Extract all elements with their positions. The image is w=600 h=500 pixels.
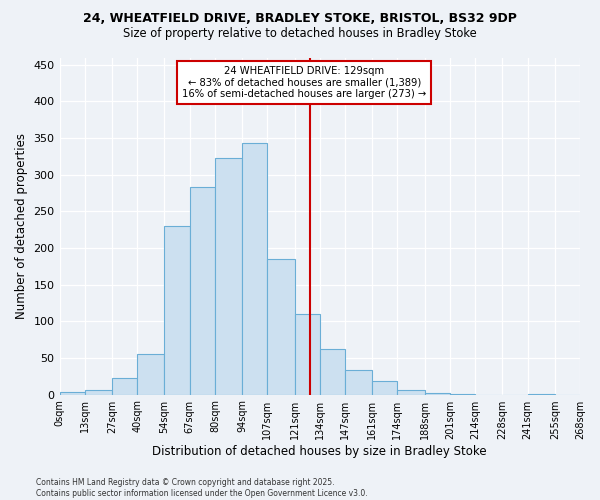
Bar xyxy=(242,142,268,394)
Text: Contains HM Land Registry data © Crown copyright and database right 2025.
Contai: Contains HM Land Registry data © Crown c… xyxy=(36,478,368,498)
Bar xyxy=(164,226,190,394)
Bar xyxy=(190,187,215,394)
Text: 24, WHEATFIELD DRIVE, BRADLEY STOKE, BRISTOL, BS32 9DP: 24, WHEATFIELD DRIVE, BRADLEY STOKE, BRI… xyxy=(83,12,517,26)
Text: 24 WHEATFIELD DRIVE: 129sqm
← 83% of detached houses are smaller (1,389)
16% of : 24 WHEATFIELD DRIVE: 129sqm ← 83% of det… xyxy=(182,66,427,100)
Text: Size of property relative to detached houses in Bradley Stoke: Size of property relative to detached ho… xyxy=(123,28,477,40)
X-axis label: Distribution of detached houses by size in Bradley Stoke: Distribution of detached houses by size … xyxy=(152,444,487,458)
Bar xyxy=(137,354,164,395)
Bar xyxy=(59,392,85,394)
Bar xyxy=(268,259,295,394)
Bar xyxy=(425,393,450,394)
Bar xyxy=(397,390,425,394)
Bar xyxy=(85,390,112,394)
Bar xyxy=(112,378,137,394)
Bar xyxy=(320,349,345,395)
Bar xyxy=(295,314,320,394)
Bar xyxy=(215,158,242,394)
Bar xyxy=(372,382,397,394)
Bar xyxy=(345,370,372,394)
Y-axis label: Number of detached properties: Number of detached properties xyxy=(15,133,28,319)
